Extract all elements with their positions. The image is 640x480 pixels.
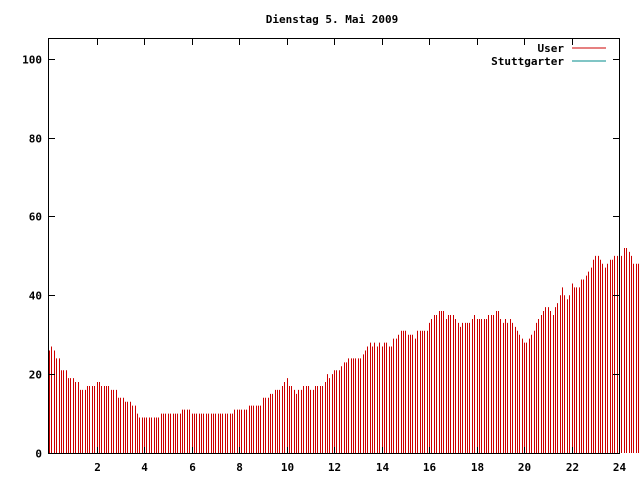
- x-tick-label: 24: [613, 461, 627, 474]
- y-tick-label: 40: [29, 290, 42, 303]
- x-tick-label: 10: [281, 461, 294, 474]
- y-tick-label: 80: [29, 133, 42, 146]
- y-axis-ticks: 0 20 40 60 80 100: [22, 54, 619, 461]
- x-tick-label: 22: [566, 461, 579, 474]
- legend-label-user: User: [538, 42, 565, 55]
- legend: User Stuttgarter: [491, 42, 606, 68]
- legend-label-stuttgarter: Stuttgarter: [491, 55, 564, 68]
- y-tick-label: 60: [29, 211, 42, 224]
- x-tick-label: 2: [94, 461, 101, 474]
- x-tick-label: 6: [189, 461, 196, 474]
- y-tick-label: 20: [29, 369, 42, 382]
- x-tick-label: 4: [141, 461, 148, 474]
- y-tick-label: 0: [35, 448, 42, 461]
- x-tick-label: 12: [328, 461, 341, 474]
- x-tick-label: 8: [236, 461, 243, 474]
- x-tick-label: 20: [518, 461, 531, 474]
- plot-frame: [48, 38, 620, 454]
- x-tick-label: 16: [423, 461, 437, 474]
- x-tick-label: 14: [376, 461, 390, 474]
- x-axis-ticks: 2 4 6 8 10 12 14 16 18 20 22 24: [94, 39, 626, 474]
- x-tick-label: 18: [471, 461, 484, 474]
- chart-title: Dienstag 5. Mai 2009: [266, 13, 398, 26]
- y-tick-label: 100: [22, 54, 42, 67]
- user-series-bars: [49, 247, 639, 453]
